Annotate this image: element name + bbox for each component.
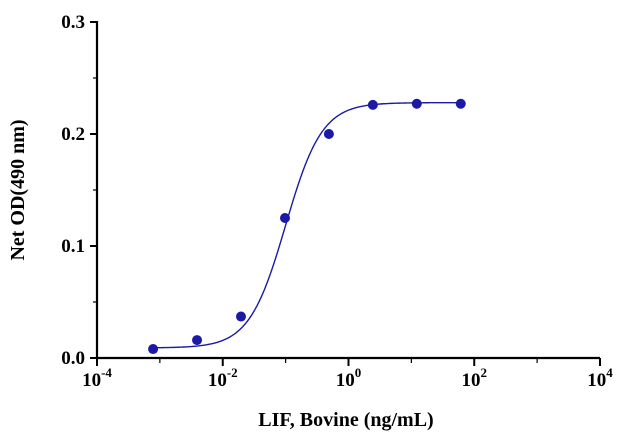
x-tick-exponent: 4 (606, 365, 613, 380)
x-tick-label: 10-4 (82, 365, 112, 391)
x-tick-base: 10 (336, 370, 355, 391)
data-point (192, 335, 203, 346)
x-tick-base: 10 (587, 370, 606, 391)
x-tick-exponent: 2 (481, 365, 488, 380)
x-axis-title: LIF, Bovine (ng/mL) (258, 409, 433, 431)
y-tick-label: 0.1 (61, 236, 85, 257)
data-point (455, 98, 466, 109)
x-tick-exponent: 0 (355, 365, 362, 380)
fit-curve (153, 101, 461, 349)
x-tick-label: 100 (336, 365, 362, 391)
x-tick-label: 102 (462, 365, 488, 391)
data-points (148, 98, 466, 355)
x-tick-label: 104 (587, 365, 613, 391)
x-tick-label: 10-2 (208, 365, 238, 391)
data-point (367, 99, 378, 110)
x-tick-exponent: -2 (227, 365, 238, 380)
data-point (279, 213, 290, 223)
x-tick-base: 10 (208, 370, 227, 391)
y-tick-label: 0.3 (61, 12, 85, 33)
data-point (148, 344, 159, 355)
axes: 0.00.10.20.310-4 10-2 100 102 104 (61, 12, 613, 391)
data-point (323, 129, 334, 139)
x-tick-base: 10 (82, 370, 101, 391)
y-axis-title: Net OD(490 nm) (7, 119, 29, 260)
fit-curve-layer (153, 101, 461, 349)
y-tick-label: 0.0 (61, 348, 85, 369)
data-point (235, 311, 246, 322)
x-tick-exponent: -4 (101, 365, 112, 380)
data-point (411, 98, 422, 109)
x-tick-base: 10 (462, 370, 481, 391)
y-tick-label: 0.2 (61, 124, 85, 145)
